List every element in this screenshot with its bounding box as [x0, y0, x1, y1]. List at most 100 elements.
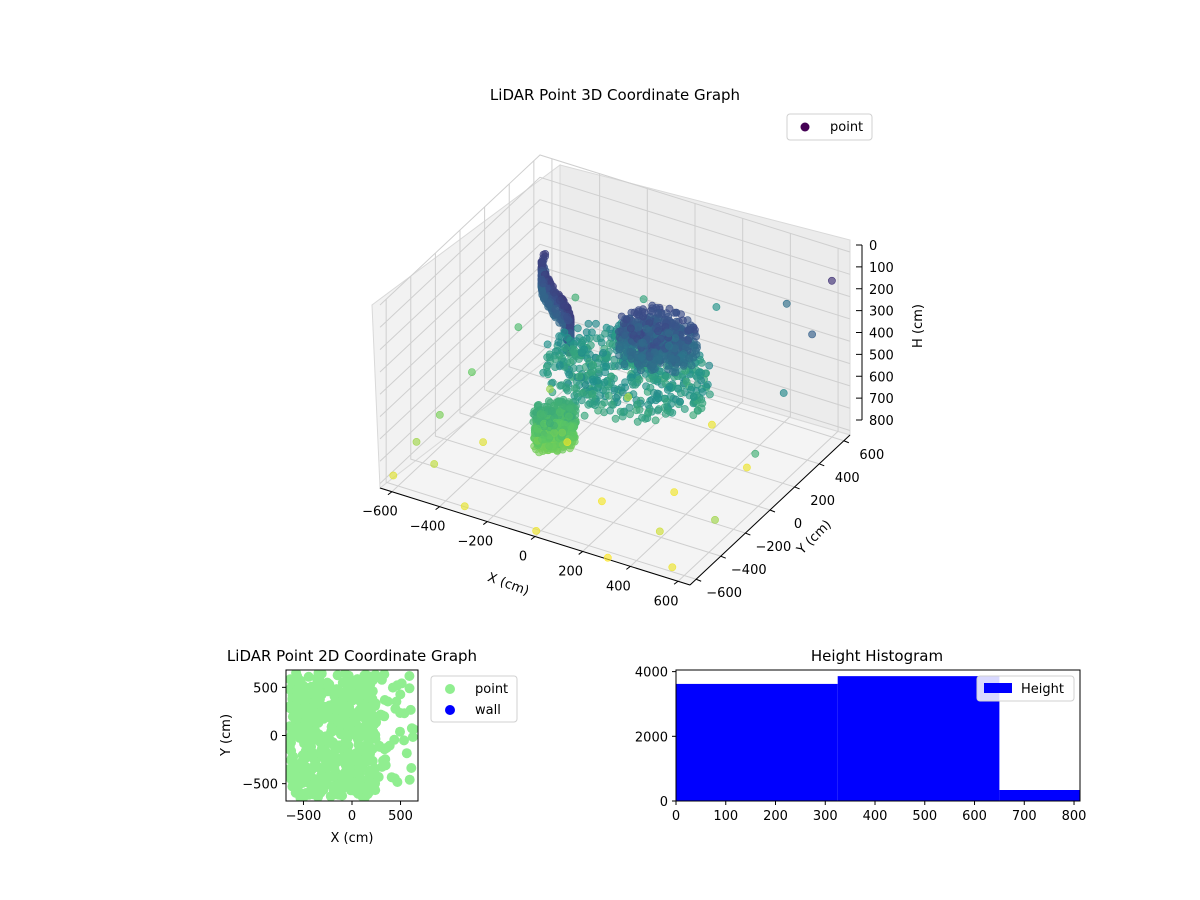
point-2d — [289, 765, 300, 776]
hist-x-tick-label: 400 — [863, 809, 888, 824]
point-3d — [654, 354, 663, 363]
chart-2d-ticks: −500 0 500 −500 0 500 — [242, 681, 413, 824]
point-3d — [671, 368, 680, 377]
gridline-h — [379, 176, 851, 328]
point-3d — [703, 380, 712, 389]
point-3d — [412, 437, 421, 446]
gridline-h — [379, 332, 851, 484]
hist-x-tick-label: 600 — [962, 809, 987, 824]
point-3d — [622, 315, 631, 324]
point-2d — [370, 730, 381, 740]
point-3d — [672, 308, 681, 317]
x-tick-mark — [673, 580, 679, 585]
point-3d — [637, 366, 645, 375]
point-2d — [330, 687, 341, 698]
histogram-bar — [999, 790, 1080, 801]
point-2d — [316, 779, 327, 790]
point-3d — [628, 377, 637, 386]
point-3d — [687, 361, 696, 370]
x-tick-label-2d: 500 — [388, 809, 413, 824]
point-2d — [324, 679, 335, 690]
point-2d — [371, 717, 381, 728]
point-3d — [642, 324, 651, 333]
point-3d — [657, 334, 665, 343]
point-3d — [698, 399, 707, 408]
point-2d — [335, 789, 346, 799]
chart-2d-x-label: X (cm) — [331, 831, 374, 846]
point-3d — [617, 383, 626, 392]
chart-3d-points — [389, 249, 836, 572]
y-tick-label: 600 — [859, 448, 884, 463]
legend-marker-wall — [445, 705, 455, 715]
point-3d — [556, 339, 565, 348]
h-tick-label: 200 — [869, 283, 894, 298]
point-3d — [645, 352, 654, 360]
point-2d — [395, 708, 406, 718]
histogram-bar — [676, 683, 838, 801]
point-3d — [654, 405, 663, 414]
point-3d — [665, 341, 673, 350]
point-3d — [544, 299, 553, 308]
point-2d — [407, 732, 418, 742]
point-3d — [705, 361, 714, 370]
point-3d — [560, 302, 569, 310]
point-2d — [367, 709, 378, 720]
point-3d — [828, 276, 836, 285]
point-3d — [779, 389, 788, 397]
point-3d — [547, 407, 556, 416]
point-2d — [299, 688, 310, 698]
point-2d — [325, 791, 336, 801]
point-3d — [672, 322, 680, 331]
point-3d — [638, 338, 647, 347]
hist-y-tick-label: 0 — [660, 795, 668, 810]
y-tick-label: −400 — [731, 563, 767, 578]
point-3d — [592, 334, 601, 343]
point-2d — [376, 674, 387, 685]
point-3d — [577, 347, 586, 356]
gridline-y — [385, 299, 697, 580]
point-2d — [289, 723, 300, 734]
point-3d — [671, 334, 680, 342]
point-3d — [634, 308, 642, 316]
hist-x-tick-label: 100 — [713, 809, 738, 824]
point-3d — [566, 404, 574, 413]
h-tick-label: 100 — [869, 261, 894, 276]
gridline-h — [379, 221, 851, 373]
hist-x-tick-label: 300 — [813, 809, 838, 824]
point-2d — [288, 751, 299, 762]
chart-3d-h-ticks: 0 100 200 300 400 500 600 700 800 — [856, 239, 894, 429]
point-3d — [782, 299, 791, 308]
x-tick-mark — [530, 536, 536, 540]
chart-2d-title: LiDAR Point 2D Coordinate Graph — [227, 647, 477, 665]
point-3d — [542, 402, 551, 411]
point-3d — [586, 341, 595, 350]
point-3d — [638, 413, 646, 422]
point-3d — [712, 303, 721, 311]
y-tick-label: 400 — [835, 471, 860, 486]
gridline-h — [379, 310, 851, 462]
x-tick-mark — [626, 565, 631, 570]
point-3d — [684, 336, 693, 345]
point-3d — [560, 328, 569, 337]
y-tick-mark — [794, 486, 800, 490]
y-tick-label: −200 — [756, 540, 792, 555]
histogram-ticks: 0 100 200 300 400 500 600 700 800 0 2000 4000 — [635, 666, 1087, 824]
point-2d — [309, 789, 319, 800]
point-3d — [565, 370, 574, 379]
point-2d — [343, 780, 354, 791]
chart-2d-legend: point wall — [430, 675, 518, 723]
point-3d — [605, 339, 614, 348]
point-2d — [395, 726, 405, 737]
x-tick-mark — [483, 521, 488, 525]
point-3d — [606, 406, 614, 415]
point-3d — [685, 354, 693, 362]
x-tick-label-2d: 0 — [348, 809, 356, 824]
legend-label-point-2d: point — [475, 682, 508, 697]
point-3d — [575, 372, 584, 381]
x-tick-label-2d: −500 — [286, 809, 322, 824]
gridline-y — [508, 183, 820, 465]
point-3d — [679, 316, 687, 325]
point-3d — [538, 288, 547, 296]
